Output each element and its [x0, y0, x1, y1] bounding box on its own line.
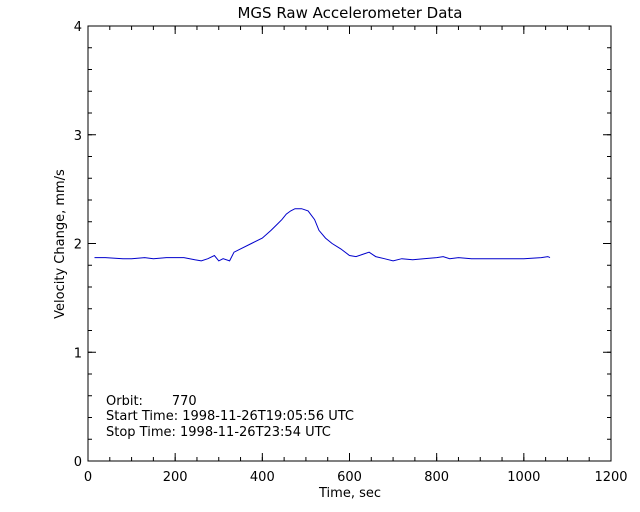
- x-axis-label: Time, sec: [318, 486, 381, 501]
- y-tick-label: 4: [74, 20, 82, 35]
- x-tick-label: 600: [337, 470, 362, 485]
- x-tick-labels: 0 200 400 600 800 1000 1200: [84, 470, 628, 485]
- series-line: [94, 208, 551, 262]
- x-tick-label: 800: [424, 470, 449, 485]
- y-tick-labels: 0 1 2 3 4: [74, 20, 82, 470]
- y-tick-label: 0: [74, 455, 82, 470]
- chart-title: MGS Raw Accelerometer Data: [237, 4, 462, 22]
- y-tick-label: 2: [74, 238, 82, 253]
- y-tick-label: 3: [74, 129, 82, 144]
- axis-ticks: [87, 25, 612, 462]
- annotation-start-time: Start Time: 1998-11-26T19:05:56 UTC: [106, 409, 354, 424]
- x-tick-label: 1200: [594, 470, 627, 485]
- y-axis-label: Velocity Change, mm/s: [53, 169, 68, 319]
- x-tick-label: 1000: [507, 470, 540, 485]
- x-tick-label: 0: [84, 470, 92, 485]
- x-tick-label: 400: [250, 470, 275, 485]
- x-tick-label: 200: [163, 470, 188, 485]
- annotation-orbit: Orbit: 770: [106, 394, 197, 409]
- y-tick-label: 1: [74, 346, 82, 361]
- annotation-stop-time: Stop Time: 1998-11-26T23:54 UTC: [106, 425, 331, 440]
